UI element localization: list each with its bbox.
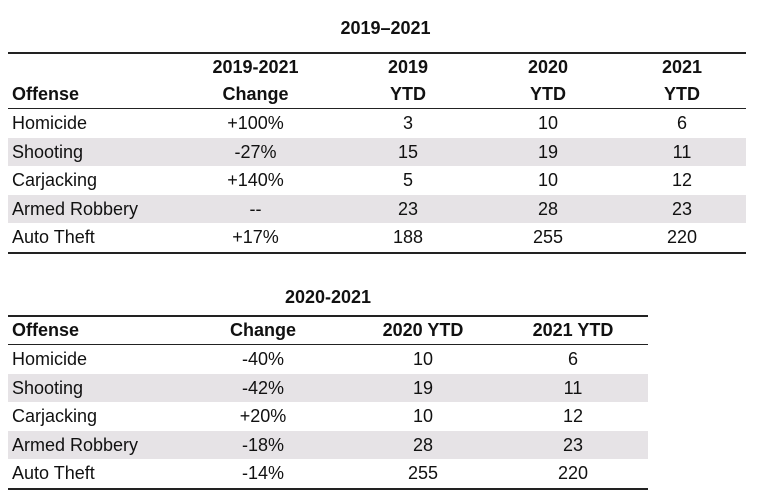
table1: 2019-2021 2019 2020 2021 Offense Change …	[8, 52, 746, 254]
table1-header-cell: YTD	[338, 81, 478, 109]
table-cell: 15	[338, 137, 478, 166]
table-cell: -40%	[241, 349, 285, 369]
table-cell: 10	[537, 170, 559, 190]
table-cell: -42%	[178, 373, 348, 402]
table1-header-cell: 2021	[661, 57, 703, 77]
table-cell: Armed Robbery	[8, 430, 178, 459]
table-cell: 11	[498, 373, 648, 402]
table-cell: +20%	[239, 406, 287, 426]
table1-header-row-1: 2019-2021 2019 2020 2021	[8, 53, 746, 81]
table-row: Carjacking +140% 5 10 12	[8, 166, 746, 195]
table-cell: 19	[478, 137, 618, 166]
table-cell: 28	[348, 430, 498, 459]
table-cell: -27%	[173, 137, 338, 166]
table-cell: Armed Robbery	[8, 194, 173, 223]
table-cell: 3	[402, 113, 413, 133]
table-cell: --	[173, 194, 338, 223]
table-cell: 10	[537, 113, 559, 133]
table1-header-cell: 2019	[387, 57, 429, 77]
table-cell: 28	[478, 194, 618, 223]
table-cell: 255	[348, 459, 498, 490]
table1-header-cell	[8, 53, 173, 81]
table-cell: 255	[478, 223, 618, 254]
table-cell: 220	[498, 459, 648, 490]
table-cell: Auto Theft	[8, 459, 178, 490]
table1-header-cell: 2019-2021	[212, 57, 299, 77]
table-cell: Homicide	[12, 349, 88, 369]
table-cell: 11	[618, 137, 746, 166]
table-cell: 220	[618, 223, 746, 254]
table-row: Carjacking +20% 10 12	[8, 402, 648, 431]
table-cell: 188	[338, 223, 478, 254]
table-cell: 12	[562, 406, 584, 426]
table-row: Homicide +100% 3 10 6	[8, 109, 746, 138]
table-cell: 19	[348, 373, 498, 402]
table-cell: Carjacking	[12, 170, 98, 190]
table2: Offense Change 2020 YTD 2021 YTD Homicid…	[8, 315, 648, 490]
table-cell: 10	[412, 349, 434, 369]
table1-header-row-2: Offense Change YTD YTD YTD	[8, 81, 746, 109]
table1-header-cell: Offense	[8, 81, 173, 109]
table-cell: Carjacking	[12, 406, 98, 426]
table-row: Shooting -42% 19 11	[8, 373, 648, 402]
table-row: Shooting -27% 15 19 11	[8, 137, 746, 166]
table1-header-cell: YTD	[478, 81, 618, 109]
table2-header-cell: 2021 YTD	[498, 316, 648, 345]
table1-header-cell: YTD	[618, 81, 746, 109]
table-cell: -14%	[178, 459, 348, 490]
table-cell: +17%	[173, 223, 338, 254]
table-cell: 23	[338, 194, 478, 223]
table1-header-cell: 2020	[527, 57, 569, 77]
table-cell: 23	[618, 194, 746, 223]
table-cell: -18%	[178, 430, 348, 459]
table-cell: 10	[412, 406, 434, 426]
table-row: Homicide -40% 10 6	[8, 345, 648, 374]
table-cell: Shooting	[8, 373, 178, 402]
table-cell: 12	[671, 170, 693, 190]
table1-header-cell: Change	[173, 81, 338, 109]
table-cell: 5	[402, 170, 413, 190]
table-row: Armed Robbery -18% 28 23	[8, 430, 648, 459]
table1-title: 2019–2021	[340, 18, 431, 38]
table-row: Auto Theft +17% 188 255 220	[8, 223, 746, 254]
table-cell: 23	[498, 430, 648, 459]
table-cell: +140%	[227, 170, 284, 190]
table2-header-cell: 2020 YTD	[348, 316, 498, 345]
table2-header-cell: Offense	[8, 316, 178, 345]
table-cell: 6	[676, 113, 687, 133]
table2-title: 2020-2021	[284, 287, 372, 307]
table-cell: Auto Theft	[8, 223, 173, 254]
table-cell: Homicide	[12, 113, 88, 133]
table2-header-row: Offense Change 2020 YTD 2021 YTD	[8, 316, 648, 345]
table2-header-cell: Change	[178, 316, 348, 345]
table-cell: 6	[567, 349, 578, 369]
table-row: Auto Theft -14% 255 220	[8, 459, 648, 490]
table-cell: +100%	[227, 113, 284, 133]
table-cell: Shooting	[8, 137, 173, 166]
table-row: Armed Robbery -- 23 28 23	[8, 194, 746, 223]
